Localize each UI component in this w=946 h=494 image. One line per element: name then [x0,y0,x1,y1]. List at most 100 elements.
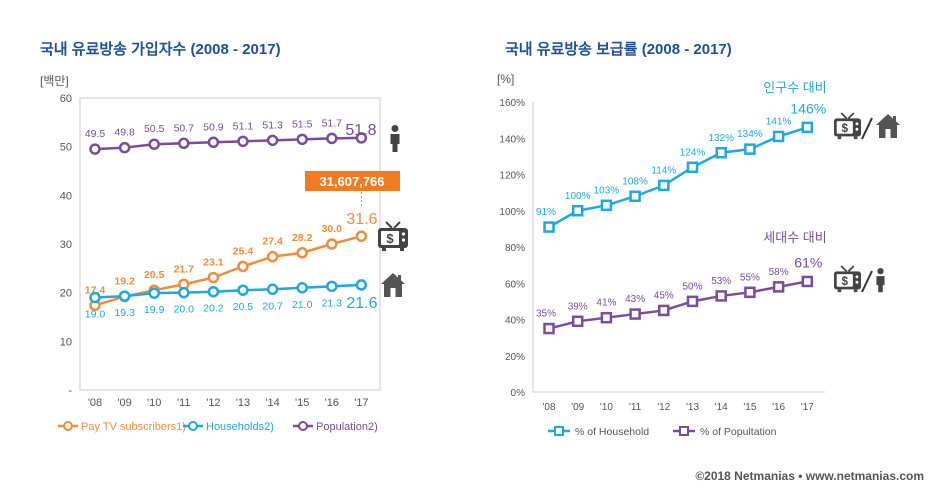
left-data-label: 51.3 [262,119,283,131]
right-data-label: 50% [682,281,702,292]
left-legend-marker [188,421,198,431]
slash-divider [861,117,873,140]
right-x-tick-label: '08 [542,402,555,413]
tv-leg [382,248,386,251]
left-x-tick-label: '14 [265,397,279,409]
right-data-point [600,199,613,212]
tv-screen [836,274,853,287]
right-y-tick-label: 40% [505,316,525,327]
left-x-tick-label: '13 [236,397,250,409]
left-data-label: 49.8 [114,127,135,139]
left-data-label: 20.5 [144,269,165,281]
left-data-label: 51.1 [233,120,254,132]
right-y-tick-label: 20% [505,352,525,363]
right-legend-marker [554,426,564,436]
right-data-label: 45% [654,290,674,301]
right-data-label: 53% [711,276,731,287]
left-data-label: 20.2 [203,303,224,315]
left-legend-marker [298,421,308,431]
right-data-point [571,205,584,217]
tv-dollar-icon: $ [378,221,408,251]
left-data-point [237,284,249,296]
right-y-tick-label: 120% [499,171,525,182]
left-data-label: 28.2 [292,232,313,244]
right-data-label: 132% [708,133,734,144]
tv-antenna-left [840,265,848,273]
left-x-tick-label: '15 [295,397,309,409]
right-data-point [801,121,814,134]
right-legend-label: % of Household [575,426,649,438]
right-data-point [629,308,641,320]
right-data-point [658,304,670,317]
right-data-point [571,315,584,328]
callout-box [305,171,400,191]
right-data-point [629,190,641,202]
left-x-tick-label: '08 [88,397,102,409]
right-data-point [772,130,785,143]
tv-screen [836,121,853,134]
house-door [390,288,396,297]
footer-credit: ©2018 Netmanias • www.netmanias.com [695,469,924,483]
tv-knob [855,275,859,279]
right-x-tick-label: '11 [629,402,642,413]
annotation-per-population: 인구수 대비 [763,80,826,95]
left-data-label: 19.9 [144,304,165,316]
right-data-point [772,281,785,293]
right-data-point [543,322,555,335]
tv-dollar-glyph: $ [842,122,849,135]
left-x-tick-label: '10 [147,397,161,409]
left-legend-label: Pay TV subscribers1) [81,421,186,433]
left-chart-title: 국내 유료방송 가입자수 (2008 - 2017) [40,41,281,58]
left-y-tick-label: - [68,385,72,397]
left-data-label: 20.5 [233,301,254,313]
right-data-label: 146% [790,100,826,116]
tv-dollar-glyph: $ [386,231,394,246]
right-y-tick-label: 60% [505,279,525,290]
tv-antenna-right [393,221,401,229]
annotation-per-household: 세대수 대비 [763,230,826,245]
right-chart-title: 국내 유료방송 보급률 (2008 - 2017) [505,41,732,58]
left-data-point [326,280,338,293]
left-data-label: 50.9 [203,121,224,133]
right-data-label: 103% [594,185,620,196]
right-x-tick-label: '16 [772,402,785,413]
right-data-point [658,179,670,192]
right-data-point [801,275,814,288]
tv-knob [401,232,406,236]
right-data-label: 58% [769,267,789,278]
right-data-label: 108% [622,176,648,187]
left-y-tick-label: 10 [60,336,72,348]
tv-dollar-glyph: $ [842,275,849,288]
left-data-label: 19.0 [85,309,106,321]
right-data-label: 100% [565,191,591,202]
right-data-label: 114% [651,165,676,176]
left-data-label: 30.0 [322,223,343,235]
right-data-label: 43% [625,294,645,305]
right-y-tick-label: 80% [505,243,525,254]
left-data-point [207,271,220,284]
left-x-tick-label: '16 [325,397,339,409]
left-series-line [94,136,362,151]
tv-leg [853,289,858,293]
house-door [885,129,891,138]
left-data-point [89,143,101,155]
left-data-label: 21.0 [292,299,313,311]
left-x-tick-label: '11 [177,397,191,409]
person-body [390,134,400,152]
right-x-tick-label: '13 [686,402,699,413]
right-legend-label: % of Popultation [700,426,777,438]
left-data-point [326,238,338,250]
left-data-label: 21.3 [322,297,343,309]
right-data-label: 124% [680,147,706,158]
left-legend-marker [63,421,73,431]
right-data-point [686,295,699,308]
right-y-tick-label: 140% [499,134,525,145]
house-chimney [398,275,401,281]
right-data-label: 35% [536,309,556,320]
left-legend-label: Population2) [316,421,378,433]
right-data-label: 91% [536,207,556,218]
right-data-label: 41% [596,298,616,309]
left-data-point [326,132,338,145]
right-legend-marker [679,426,689,436]
